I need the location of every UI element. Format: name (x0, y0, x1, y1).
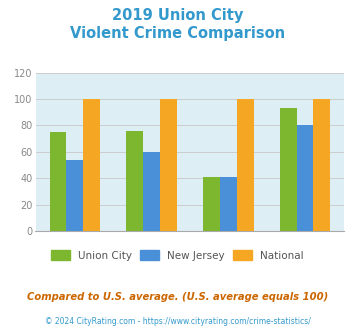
Bar (83, 99, 100, 231)
Bar (126, 131, 143, 231)
Text: Violent Crime Comparison: Violent Crime Comparison (70, 26, 285, 41)
Bar (143, 152, 160, 231)
Bar (50, 132, 66, 231)
Bar (280, 108, 296, 231)
Bar (313, 99, 330, 231)
Bar (203, 177, 220, 231)
Bar (296, 125, 313, 231)
Bar (237, 99, 253, 231)
Text: 2019 Union City: 2019 Union City (112, 8, 243, 23)
Text: © 2024 CityRating.com - https://www.cityrating.com/crime-statistics/: © 2024 CityRating.com - https://www.city… (45, 317, 310, 326)
Bar (66, 160, 83, 231)
Text: Compared to U.S. average. (U.S. average equals 100): Compared to U.S. average. (U.S. average … (27, 292, 328, 302)
Bar (160, 99, 177, 231)
Bar (220, 177, 237, 231)
Legend: Union City, New Jersey, National: Union City, New Jersey, National (47, 246, 308, 265)
